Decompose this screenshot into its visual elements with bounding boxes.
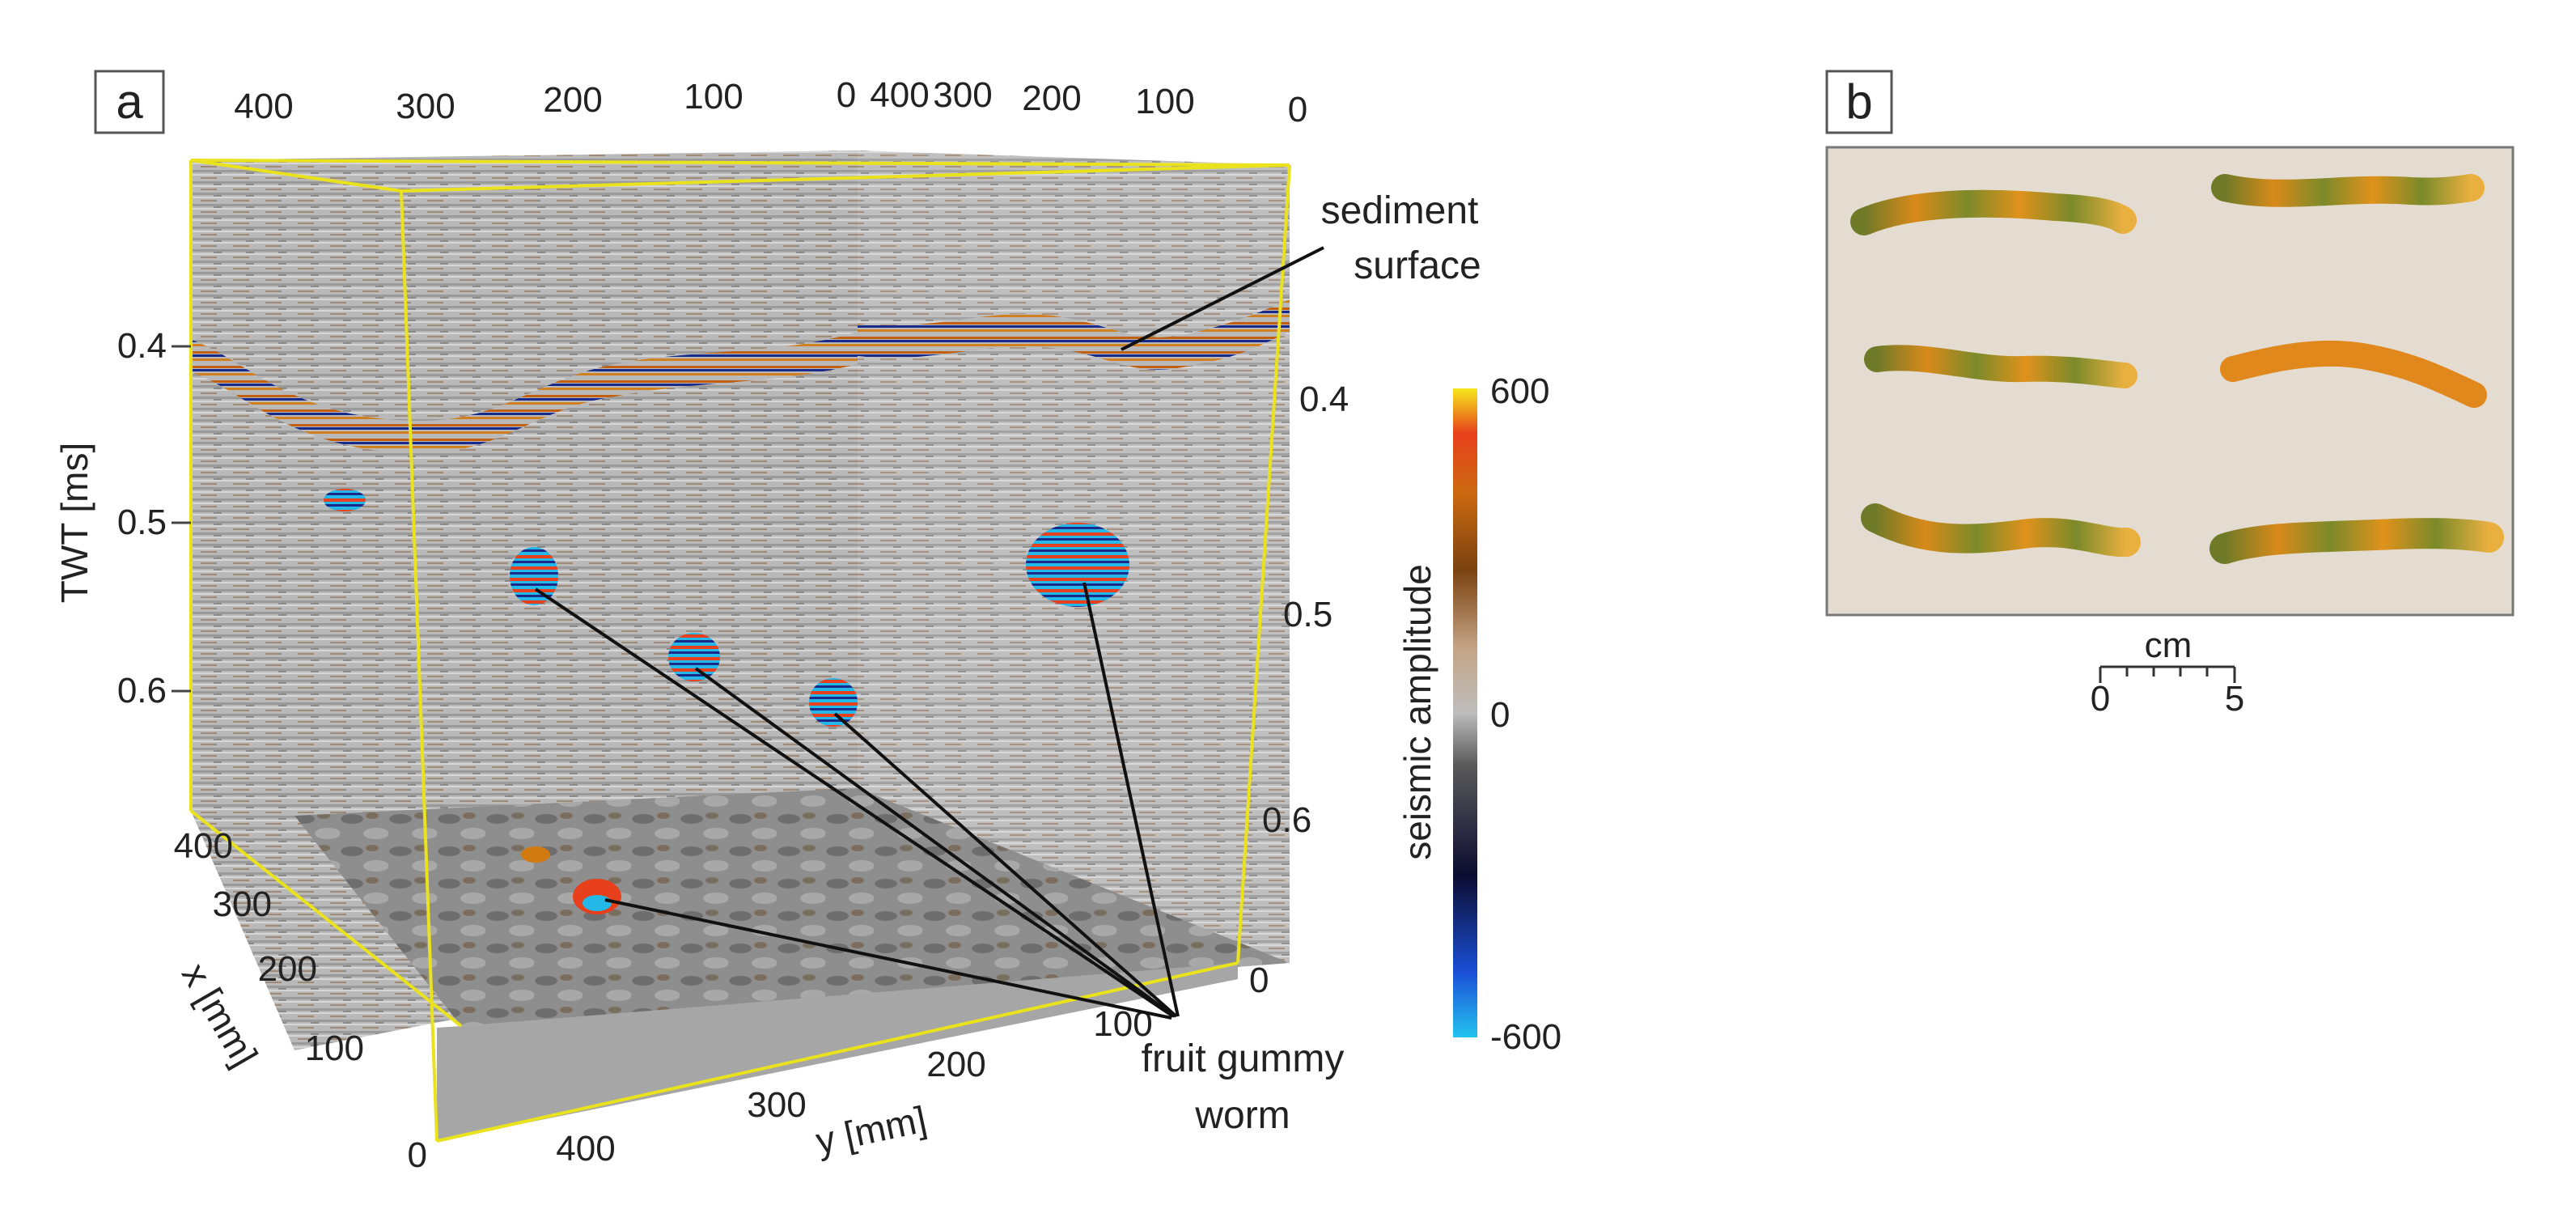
sediment-surface-label-line1: sediment	[1321, 189, 1479, 232]
y-tick: 300	[747, 1085, 806, 1125]
twt-tick: 0.6	[117, 671, 167, 710]
y-axis-title: y [mm]	[812, 1098, 930, 1163]
colorbar-mid: 0	[1490, 695, 1510, 735]
top-x-tick: 400	[870, 75, 929, 115]
worm-anomaly-4	[1026, 523, 1129, 607]
top-x-tick: 0	[1288, 90, 1307, 129]
right-twt-tick: 0.5	[1283, 595, 1332, 634]
x-axis-ticks: 400 300 200 100 0	[174, 826, 427, 1175]
gummy-worm-2	[2211, 174, 2485, 207]
top-y-tick: 0	[837, 75, 856, 115]
x-tick: 0	[408, 1135, 427, 1175]
sediment-surface-leader	[1121, 246, 1324, 351]
colorbar-min: -600	[1490, 1017, 1561, 1057]
twt-tick: 0.4	[117, 326, 167, 366]
right-twt-ticks: 0.4 0.5 0.6 0	[1249, 380, 1349, 1000]
seismic-floor-slice	[294, 788, 1290, 1026]
x-axis-title: x [mm]	[174, 956, 266, 1073]
y-tick: 200	[926, 1045, 985, 1084]
sediment-surface-label-line2: surface	[1354, 244, 1481, 287]
colorbar	[1453, 388, 1477, 1037]
worm-label-line1: fruit gummy	[1142, 1037, 1345, 1080]
worm-anomaly-5	[324, 489, 366, 511]
panel-a: a 400	[53, 70, 1561, 1175]
scale-unit: cm	[2145, 626, 2193, 665]
right-bottom-zero: 0	[1249, 961, 1269, 1000]
gummy-worm-5	[1861, 503, 2141, 558]
x-tick: 200	[258, 949, 317, 989]
twt-axis-title: TWT [ms]	[53, 443, 95, 603]
gummy-worm-6	[2210, 518, 2504, 564]
top-y-tick: 100	[684, 77, 743, 117]
sediment-reflector-left	[191, 332, 858, 453]
panel-a-label: a	[116, 74, 143, 129]
scale-max: 5	[2225, 679, 2244, 719]
right-twt-tick: 0.4	[1299, 380, 1349, 419]
top-x-tick: 100	[1135, 82, 1194, 121]
worm-anomaly-2	[668, 633, 720, 681]
x-tick: 100	[305, 1029, 364, 1068]
panel-b-label: b	[1845, 74, 1872, 129]
scale-bar	[2099, 665, 2236, 683]
y-axis-ticks: 400 300 200 100	[556, 1004, 1152, 1168]
top-x-axis: 400 300 200 100 0	[870, 75, 1307, 129]
y-tick: 400	[556, 1129, 615, 1168]
gummy-worm-1	[1850, 189, 2137, 235]
x-tick: 300	[213, 884, 272, 924]
box-edges	[189, 159, 1291, 1143]
sediment-reflector-right	[858, 299, 1290, 370]
right-twt-tick: 0.6	[1262, 800, 1311, 840]
panel-a-label-box	[94, 70, 165, 134]
x-tick: 400	[174, 826, 233, 866]
top-y-tick: 200	[543, 80, 602, 120]
colorbar-title: seismic amplitude	[1396, 564, 1438, 860]
worm-label-line2: worm	[1194, 1094, 1290, 1137]
top-y-axis: 400 300 200 100 0	[234, 75, 856, 126]
gummy-worm-4	[2220, 340, 2487, 408]
twt-tick: 0.5	[117, 503, 167, 542]
gummy-worm-3	[1864, 345, 2137, 388]
panel-b: b cm 0 5	[1825, 70, 2515, 719]
worm-leaders	[534, 582, 1180, 1020]
top-x-tick: 300	[933, 75, 992, 115]
worm-slice-anomaly-small	[521, 846, 550, 863]
colorbar-max: 600	[1490, 371, 1549, 411]
top-x-tick: 200	[1022, 78, 1081, 118]
worm-anomaly-3	[809, 678, 858, 727]
top-y-tick: 400	[234, 87, 293, 126]
scale-min: 0	[2091, 679, 2110, 719]
panel-b-label-box	[1825, 70, 1893, 134]
top-y-tick: 300	[396, 87, 455, 126]
worm-anomaly-1	[510, 547, 558, 605]
twt-axis-ticks: 0.4 0.5 0.6	[117, 326, 191, 710]
worm-slice-anomaly-core	[583, 895, 612, 911]
